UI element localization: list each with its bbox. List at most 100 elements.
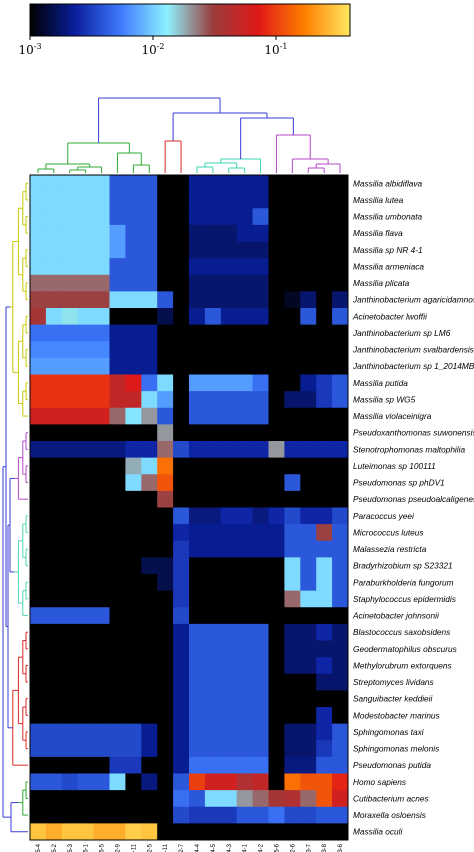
heatmap-cell — [236, 457, 253, 475]
heatmap-cell — [189, 391, 206, 409]
row-label: Massilia umbonata — [353, 212, 423, 222]
heatmap-cell — [189, 424, 206, 442]
heatmap-cell — [125, 507, 142, 525]
heatmap-cell — [204, 557, 222, 575]
heatmap-cell — [109, 756, 126, 774]
heatmap-cell — [77, 673, 94, 691]
heatmap-cell — [220, 457, 238, 475]
heatmap-cell — [316, 574, 333, 592]
heatmap-cell — [45, 507, 63, 525]
heatmap-cell — [45, 557, 63, 575]
heatmap-cell — [93, 175, 110, 193]
heatmap-cell — [157, 673, 174, 691]
heatmap-cell — [157, 607, 174, 625]
heatmap-cell — [30, 574, 47, 592]
heatmap-cell — [93, 357, 110, 375]
heatmap-cell — [173, 723, 190, 741]
heatmap-cell — [173, 341, 190, 359]
heatmap-cell — [93, 274, 110, 292]
heatmap-cell — [284, 773, 301, 791]
heatmap-cell — [236, 441, 253, 459]
heatmap-cell — [189, 607, 206, 625]
heatmap-cell — [316, 790, 333, 808]
heatmap-cell — [61, 407, 79, 425]
heatmap-cell — [157, 490, 174, 508]
heatmap-cell — [125, 490, 142, 508]
heatmap-cell — [316, 457, 333, 475]
row-label: Pseudoxanthomonas suwonensis — [353, 428, 474, 438]
heatmap-cell — [157, 308, 174, 326]
heatmap-cell — [316, 823, 333, 841]
heatmap-cell — [30, 424, 47, 442]
heatmap-cell — [125, 191, 142, 209]
heatmap-cell — [204, 324, 222, 342]
heatmap-cell — [316, 208, 333, 226]
heatmap-cell — [189, 258, 206, 276]
heatmap-cell — [141, 806, 158, 824]
heatmap-cell — [30, 391, 47, 409]
heatmap-cell — [30, 640, 47, 658]
heatmap-cell — [284, 391, 301, 409]
heatmap-cell — [284, 806, 301, 824]
heatmap-cell — [77, 507, 94, 525]
heatmap-cell — [30, 208, 47, 226]
column-label: 3-6 — [338, 843, 344, 852]
heatmap-cell — [109, 640, 126, 658]
heatmap-cell — [300, 756, 317, 774]
heatmap-cell — [284, 324, 301, 342]
heatmap-cell — [30, 590, 47, 608]
heatmap-cell — [220, 357, 238, 375]
heatmap-cell — [332, 657, 349, 675]
column-label: 4-2 — [259, 843, 265, 852]
heatmap-cell — [141, 258, 158, 276]
heatmap-cell — [236, 707, 253, 725]
heatmap-cell — [268, 740, 285, 758]
heatmap-cell — [45, 823, 63, 841]
row-label: Pseudomonas putida — [353, 760, 431, 770]
heatmap-cell — [30, 224, 47, 242]
row-label: Streptomyces lividans — [353, 677, 434, 687]
heatmap-cell — [204, 424, 222, 442]
heatmap-cell — [61, 740, 79, 758]
heatmap-cell — [300, 623, 317, 641]
heatmap-cell — [45, 175, 63, 193]
heatmap-cell — [45, 391, 63, 409]
heatmap-cell — [173, 607, 190, 625]
heatmap-cell — [141, 507, 158, 525]
heatmap-cell — [268, 657, 285, 675]
heatmap-cell — [204, 208, 222, 226]
heatmap-cell — [30, 175, 47, 193]
heatmap-cell — [173, 574, 190, 592]
heatmap-cell — [93, 524, 110, 542]
heatmap-cell — [252, 823, 269, 841]
heatmap-cell — [268, 191, 285, 209]
heatmap-cell — [220, 640, 238, 658]
heatmap-cell — [300, 507, 317, 525]
heatmap-cell — [77, 657, 94, 675]
heatmap-cell — [45, 640, 63, 658]
heatmap-cell — [93, 341, 110, 359]
heatmap-cell — [141, 623, 158, 641]
heatmap-cell — [332, 607, 349, 625]
heatmap-cell — [236, 291, 253, 309]
heatmap-cell — [316, 756, 333, 774]
row-labels: Massilia albidiflava Massilia lutea Massil… — [352, 178, 474, 836]
heatmap-cell — [93, 590, 110, 608]
heatmap-cell — [141, 607, 158, 625]
heatmap-cell — [141, 208, 158, 226]
heatmap-cell — [93, 490, 110, 508]
heatmap-cell — [204, 657, 222, 675]
heatmap-cell — [93, 806, 110, 824]
heatmap-cell — [141, 707, 158, 725]
heatmap-cell — [30, 474, 47, 492]
heatmap-cell — [316, 258, 333, 276]
heatmap-cell — [125, 258, 142, 276]
heatmap-cell — [30, 690, 47, 708]
heatmap-cell — [125, 557, 142, 575]
heatmap-cell — [268, 258, 285, 276]
heatmap-cell — [45, 474, 63, 492]
heatmap-cell — [252, 490, 269, 508]
heatmap-cell — [252, 324, 269, 342]
heatmap-cell — [316, 640, 333, 658]
heatmap-cell — [141, 274, 158, 292]
